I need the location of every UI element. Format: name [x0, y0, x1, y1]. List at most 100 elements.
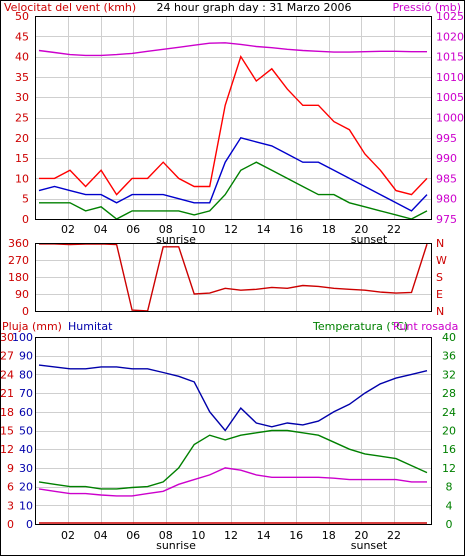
p1-sunrise: sunrise	[156, 233, 196, 246]
y-tick-label-left: 270	[8, 254, 29, 267]
y-tick-label-left: 35	[15, 71, 29, 84]
series-temperature	[38, 429, 428, 490]
y-tick-label-humidity: 60	[19, 406, 33, 419]
y-tick-label-left: 25	[15, 112, 29, 125]
y-tick-label-rain: 6	[7, 481, 14, 494]
y-tick-label-temperature: 12	[442, 462, 456, 475]
y-tick-label-right: 1010	[436, 71, 464, 84]
y-tick-label-right: 980	[436, 193, 457, 206]
y-tick-label-temperature: 24	[442, 406, 456, 419]
y-tick-label-temperature: 0	[446, 518, 453, 531]
p1-grid	[35, 16, 431, 219]
x-tick-label: 06	[126, 223, 140, 236]
x-tick-label: 14	[257, 223, 271, 236]
x-tick-label: 10	[191, 529, 205, 542]
p1-plot-frame	[35, 16, 432, 220]
x-tick-label: 18	[322, 223, 336, 236]
y-tick-label-humidity: 50	[19, 425, 33, 438]
series-dewpoint	[38, 467, 427, 497]
x-tick-label: 06	[126, 529, 140, 542]
y-tick-label-rain: 9	[7, 462, 14, 475]
y-tick-label-rain: 30	[0, 331, 14, 344]
x-tick-label: 02	[61, 223, 75, 236]
y-tick-label-left: 30	[15, 91, 29, 104]
series-pressure	[38, 42, 427, 57]
p1-series	[38, 42, 428, 220]
p1-right-label: Pressió (mb)	[392, 1, 461, 14]
y-tick-label-left: 20	[15, 132, 29, 145]
y-tick-label-right: 985	[436, 172, 457, 185]
p3-grid	[35, 337, 431, 524]
x-tick-label: 14	[257, 529, 271, 542]
x-tick-label: 18	[322, 529, 336, 542]
y-tick-label-right: N	[436, 237, 444, 250]
y-tick-label-left: 5	[22, 193, 29, 206]
p2-grid	[35, 243, 431, 311]
y-tick-label-humidity: 40	[19, 443, 33, 456]
y-tick-label-humidity: 20	[19, 481, 33, 494]
y-tick-label-right: N	[436, 305, 444, 318]
p3-plot-frame	[35, 337, 432, 525]
p1-title: 24 hour graph day : 31 Marzo 2006	[156, 1, 351, 14]
p2-y-ticks-left: 0 90 180 270 360	[8, 237, 29, 318]
y-tick-label-temperature: 28	[442, 387, 456, 400]
series-wind-min	[39, 161, 428, 220]
y-tick-label-rain: 3	[7, 499, 14, 512]
p1-x-ticks: 02 04 06 08 10 12 14 16 18 20 22	[61, 223, 401, 236]
y-tick-label-left: 50	[15, 10, 29, 23]
y-tick-label-humidity: 10	[19, 499, 33, 512]
y-tick-label-temperature: 32	[442, 368, 456, 381]
y-tick-label-left: 90	[15, 288, 29, 301]
x-tick-label: 16	[289, 223, 303, 236]
y-tick-label-temperature: 4	[446, 499, 453, 512]
x-tick-label: 08	[159, 529, 173, 542]
y-tick-label-temperature: 36	[442, 350, 456, 363]
x-tick-label: 20	[354, 529, 368, 542]
x-tick-label: 12	[224, 529, 238, 542]
y-tick-label-temperature: 16	[442, 443, 456, 456]
y-tick-label-rain: 0	[7, 518, 14, 531]
y-tick-label-right: 990	[436, 152, 457, 165]
y-tick-label-right: E	[436, 288, 443, 301]
y-tick-label-right: S	[436, 271, 443, 284]
y-tick-label-right: 995	[436, 132, 457, 145]
p3-y-ticks-temperature: 0 4 8 12 16 20 24 28 32 36 40	[442, 331, 456, 531]
x-tick-label: 16	[289, 529, 303, 542]
p3-humidity-label: Humitat	[68, 320, 113, 333]
y-tick-label-left: 360	[8, 237, 29, 250]
p3-temp-label: Temperatura (°C)	[312, 320, 408, 333]
p3-series	[38, 364, 428, 524]
p1-sunset: sunset	[351, 233, 388, 246]
x-tick-label: 20	[354, 223, 368, 236]
y-tick-label-right: 1005	[436, 91, 464, 104]
p3-x-ticks: 02 04 06 08 10 12 14 16 18 20 22	[61, 529, 401, 542]
series-wind-gust	[39, 54, 428, 196]
x-tick-label: 08	[159, 223, 173, 236]
y-tick-label-right: W	[436, 254, 447, 267]
y-tick-label-left: 45	[15, 30, 29, 43]
y-tick-label-humidity: 70	[19, 387, 33, 400]
y-tick-label-humidity: 100	[12, 331, 33, 344]
y-tick-label-rain: 21	[0, 387, 14, 400]
y-tick-label-rain: 24	[0, 368, 14, 381]
y-tick-label-left: 0	[22, 213, 29, 226]
p3-dew-label: Punt rosada	[393, 320, 458, 333]
y-tick-label-right: 1025	[436, 10, 464, 23]
p3-y-ticks-rain: 0 3 6 9 12 15 18 21 24 27 30	[0, 331, 14, 531]
x-tick-label: 12	[224, 223, 238, 236]
y-tick-label-left: 180	[8, 271, 29, 284]
p1-y-ticks-right: 975 980 985 990 995 1000 1005 1010 1015 1020 1025	[436, 10, 464, 226]
p3-sunrise: sunrise	[156, 539, 196, 552]
y-tick-label-right: 1020	[436, 30, 464, 43]
y-tick-label-temperature: 40	[442, 331, 456, 344]
y-tick-label-right: 975	[436, 213, 457, 226]
p3-y-ticks-humidity: 0 10 20 30 40 50 60 70 80 90 100	[12, 331, 33, 531]
p1-left-label: Velocitat del vent (kmh)	[4, 1, 136, 14]
y-tick-label-rain: 18	[0, 406, 14, 419]
y-tick-label-temperature: 8	[446, 481, 453, 494]
x-tick-label: 22	[387, 223, 401, 236]
x-tick-label: 10	[191, 223, 205, 236]
y-tick-label-humidity: 80	[19, 368, 33, 381]
